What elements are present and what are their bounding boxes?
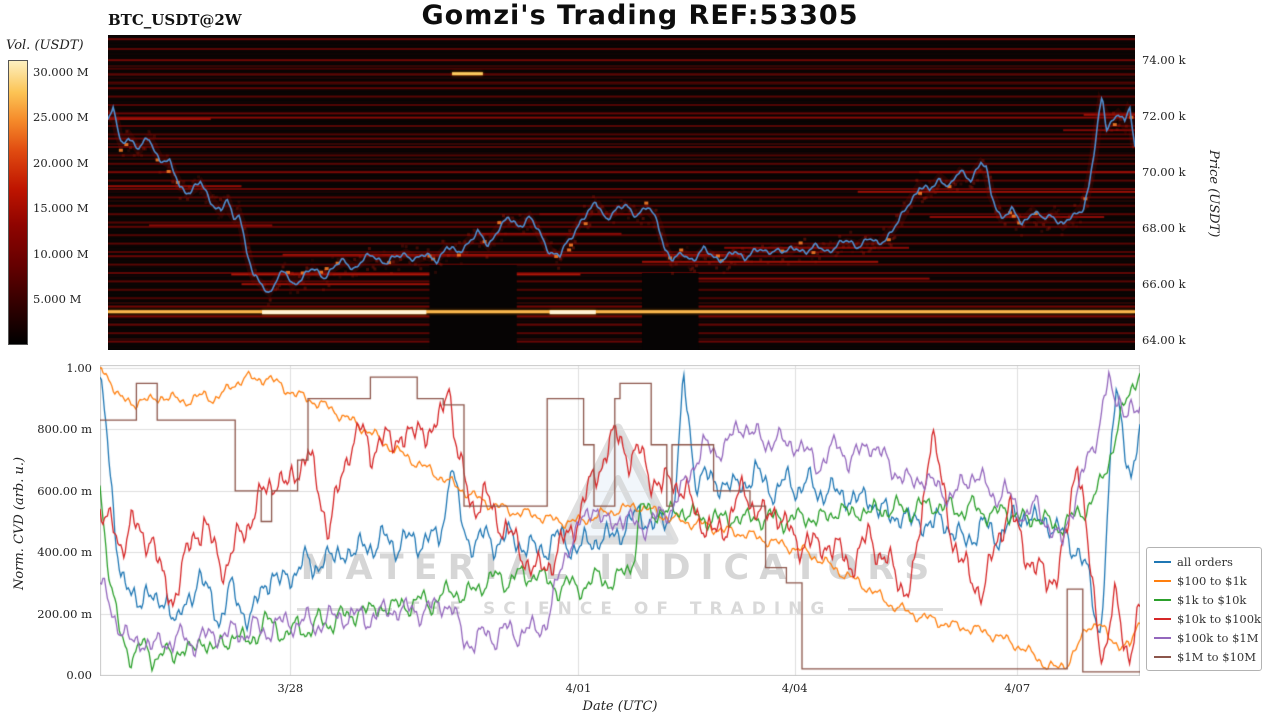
symbol-label: BTC_USDT@2W [108,11,242,29]
legend-swatch [1154,579,1171,582]
legend-label: $1k to $10k [1177,592,1247,607]
colorbar-axis-label: Vol. (USDT) [6,38,84,53]
price-tick-label: 66.00 k [1142,277,1186,292]
colorbar-tick-label: 10.000 M [33,246,89,261]
legend-entry: $100k to $1M [1154,630,1259,645]
legend-label: $10k to $100k [1177,611,1262,626]
legend-label: all orders [1177,554,1233,569]
legend-swatch [1154,598,1171,601]
cvd-y-tick-label: 600.00 m [37,483,92,498]
legend-entry: $10k to $100k [1154,611,1261,626]
legend-entry: $100 to $1k [1154,573,1254,588]
legend-entry: $1k to $10k [1154,592,1254,607]
cvd-y-tick-label: 400.00 m [37,545,92,560]
legend-label: $1M to $10M [1177,649,1256,664]
heatmap-price-canvas [108,35,1135,350]
x-axis-label: Date (UTC) [582,699,658,714]
price-axis-label: Price (USDT) [1206,150,1221,238]
cvd-y-tick-label: 1.00 [66,361,92,375]
legend-entry: all orders [1154,554,1254,569]
price-tick-label: 70.00 k [1142,165,1186,180]
price-tick-label: 72.00 k [1142,109,1186,124]
legend-entry: $1M to $10M [1154,649,1256,664]
cvd-y-tick-label: 200.00 m [37,606,92,621]
price-tick-label: 64.00 k [1142,333,1186,348]
page-title: Gomzi's Trading REF:53305 [421,0,859,31]
colorbar-tick-label: 25.000 M [33,110,89,125]
legend-label: $100 to $1k [1177,573,1247,588]
colorbar-tick-label: 20.000 M [33,155,89,170]
cvd-y-tick-label: 800.00 m [37,422,92,437]
cvd-y-tick-label: 0.00 [66,668,92,682]
price-tick-label: 74.00 k [1142,53,1186,68]
legend-swatch [1154,655,1171,658]
cvd-x-tick-label: 4/07 [1004,681,1031,695]
colorbar-tick-label: 5.000 M [33,292,82,307]
legend-swatch [1154,636,1171,639]
price-tick-label: 68.00 k [1142,221,1186,236]
legend-label: $100k to $1M [1177,630,1259,645]
legend-swatch [1154,560,1171,563]
legend: all orders $100 to $1k $1k to $10k $10k to … [1146,547,1262,671]
colorbar-tick-label: 15.000 M [33,201,89,216]
volume-colorbar [8,60,28,345]
cvd-x-tick-label: 4/04 [781,681,808,695]
legend-swatch [1154,617,1171,620]
colorbar-tick-label: 30.000 M [33,64,89,79]
cvd-lines-canvas [100,365,1140,676]
cvd-x-tick-label: 3/28 [277,681,304,695]
cvd-x-tick-label: 4/01 [565,681,592,695]
